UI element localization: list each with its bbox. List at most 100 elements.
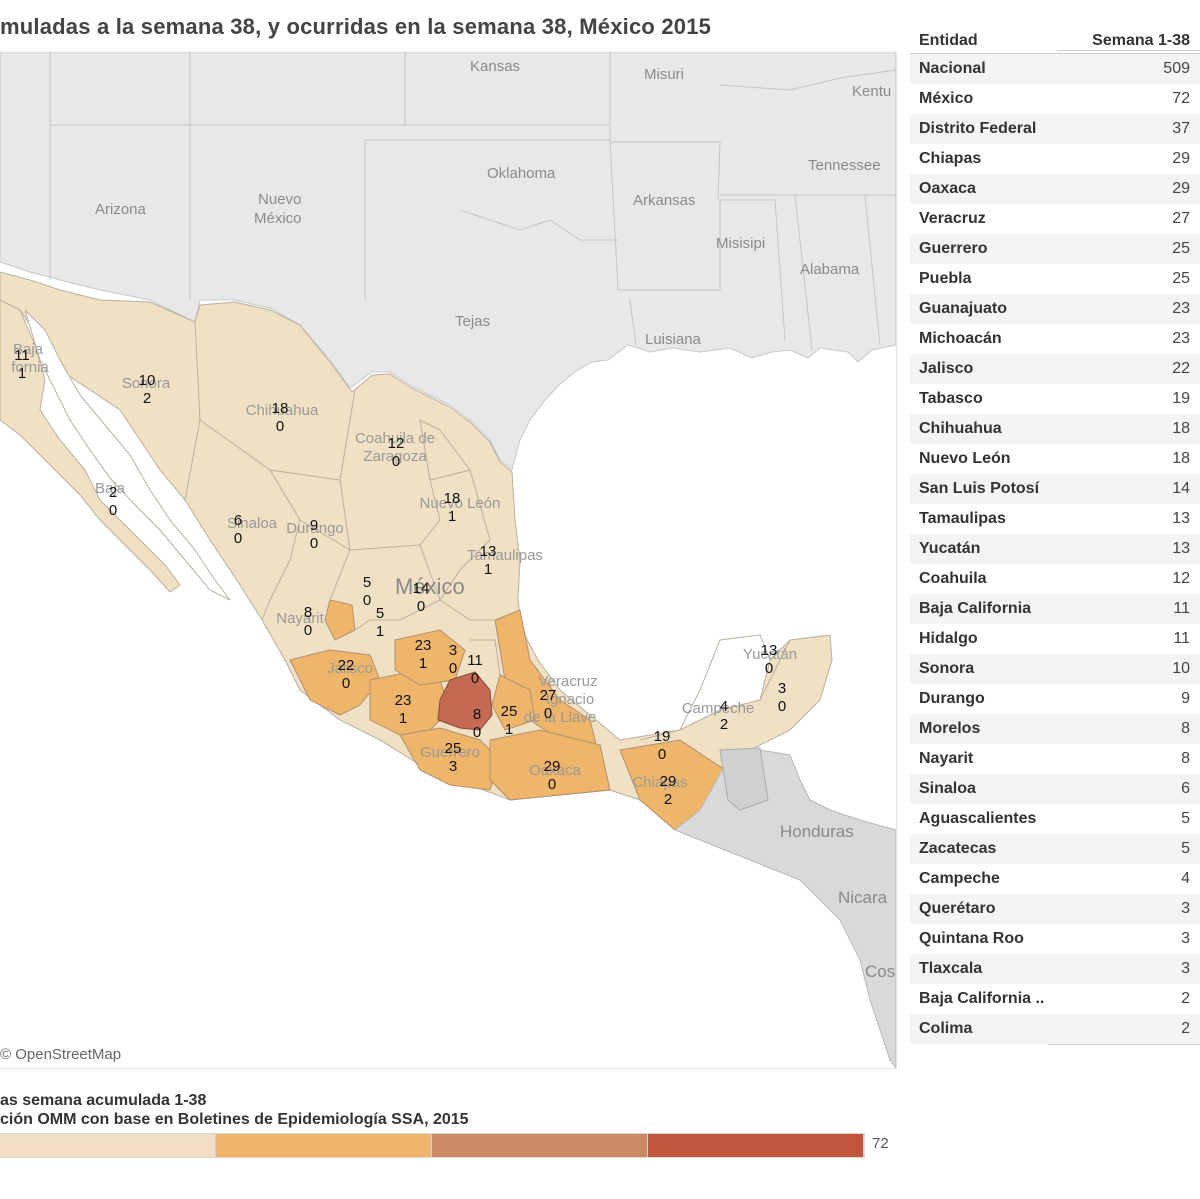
table-row[interactable]: Oaxaca 29 (910, 174, 1200, 204)
label-honduras: Honduras (780, 822, 854, 841)
table-row[interactable]: Yucatán 13 (910, 534, 1200, 564)
value-acc-queretaro: 3 (449, 642, 457, 659)
row-valor: 72 (1172, 90, 1190, 107)
state-label-campeche: Campeche (682, 700, 755, 717)
row-entidad: Distrito Federal (919, 120, 1037, 137)
table-row[interactable]: Morelos 8 (910, 714, 1200, 744)
label-tennessee: Tennessee (808, 157, 881, 174)
row-valor: 5 (1181, 810, 1190, 827)
table-row[interactable]: Tabasco 19 (910, 384, 1200, 414)
value-week-jalisco: 0 (342, 675, 350, 692)
state-label-guerrero: Guerrero (420, 744, 480, 761)
row-valor: 23 (1172, 330, 1190, 347)
legend-swatch-2 (216, 1134, 432, 1157)
row-entidad: Nayarit (919, 750, 974, 767)
table-row[interactable]: Chihuahua 18 (910, 414, 1200, 444)
table-row[interactable]: Zacatecas 5 (910, 834, 1200, 864)
table-row[interactable]: Nayarit 8 (910, 744, 1200, 774)
label-arizona: Arizona (95, 201, 147, 218)
table-row[interactable]: Coahuila 12 (910, 564, 1200, 594)
table-row[interactable]: Baja California 11 (910, 594, 1200, 624)
label-nicaragua: Nicara (838, 888, 888, 907)
value-week-mexico: 0 (473, 724, 481, 741)
value-week-oaxaca: 0 (548, 776, 556, 793)
row-entidad: Querétaro (919, 900, 996, 917)
row-entidad: Sinaloa (919, 780, 976, 797)
header-semana[interactable]: Semana 1-38 (1057, 32, 1200, 51)
table-row[interactable]: Hidalgo 11 (910, 624, 1200, 654)
value-acc-baja-california-sur: 2 (109, 484, 117, 501)
value-acc-tabasco: 19 (654, 728, 671, 745)
state-label-oaxaca: Oaxaca (529, 762, 581, 779)
state-label-sonora: Sonora (122, 375, 171, 392)
value-week-campeche: 2 (720, 716, 728, 733)
row-entidad: Coahuila (919, 570, 987, 587)
row-entidad: Tamaulipas (919, 510, 1006, 527)
belize (719, 747, 769, 811)
table-row[interactable]: México 72 (910, 84, 1200, 114)
row-entidad: Yucatán (919, 540, 981, 557)
value-week-san-luis-potosi: 0 (417, 598, 425, 615)
value-acc-yucatan: 13 (761, 642, 778, 659)
value-acc-oaxaca: 29 (544, 758, 561, 775)
row-entidad: Quintana Roo (919, 930, 1024, 947)
value-acc-san-luis-potosi: 14 (413, 580, 430, 597)
table-row[interactable]: Quintana Roo 3 (910, 924, 1200, 954)
state-label-chihuahua: Chihuahua (246, 402, 319, 419)
table-row[interactable]: San Luis Potosí 14 (910, 474, 1200, 504)
value-acc-nayarit: 8 (304, 604, 312, 621)
table-row[interactable]: Jalisco 22 (910, 354, 1200, 384)
value-week-chihuahua: 0 (276, 418, 284, 435)
row-entidad: Chiapas (919, 150, 982, 167)
row-valor: 19 (1172, 390, 1190, 407)
state-label-durango: Durango (286, 520, 344, 537)
value-acc-puebla: 25 (501, 703, 518, 720)
table-row[interactable]: Campeche 4 (910, 864, 1200, 894)
label-nuevo-mexico-1: Nuevo (258, 191, 301, 208)
value-week-aguascalientes: 1 (376, 623, 384, 640)
state-label-sinaloa: Sinaloa (227, 515, 278, 532)
label-misisipi: Misisipi (716, 235, 765, 252)
row-valor: 29 (1172, 180, 1190, 197)
table-row[interactable]: Tlaxcala 3 (910, 954, 1200, 984)
label-alabama: Alabama (800, 261, 860, 278)
label-misuri: Misuri (644, 66, 684, 83)
table-row[interactable]: Veracruz 27 (910, 204, 1200, 234)
table-row[interactable]: Puebla 25 (910, 264, 1200, 294)
table-row[interactable]: Baja California .. 2 (910, 984, 1200, 1014)
row-entidad: Colima (919, 1020, 973, 1037)
gulf-of-california (24, 309, 231, 601)
table-row[interactable]: Nacional 509 (910, 54, 1200, 84)
table-row[interactable]: Michoacán 23 (910, 324, 1200, 354)
table-row[interactable]: Chiapas 29 (910, 144, 1200, 174)
value-acc-guerrero: 25 (445, 740, 462, 757)
map-attribution[interactable]: © OpenStreetMap (0, 1046, 122, 1063)
choropleth-map[interactable]: Kansas Misuri Kentu Tennessee Oklahoma A… (0, 52, 897, 1069)
table-row[interactable]: Aguascalientes 5 (910, 804, 1200, 834)
value-week-durango: 0 (310, 535, 318, 552)
table-row[interactable]: Guanajuato 23 (910, 294, 1200, 324)
state-label-jalisco: Jalisco (327, 660, 373, 677)
header-entidad[interactable]: Entidad (919, 31, 978, 49)
row-valor: 23 (1172, 300, 1190, 317)
table-row[interactable]: Tamaulipas 13 (910, 504, 1200, 534)
table-row[interactable]: Sonora 10 (910, 654, 1200, 684)
value-acc-sonora: 10 (139, 372, 156, 389)
label-oklahoma: Oklahoma (487, 165, 556, 182)
row-valor: 3 (1181, 960, 1190, 977)
value-week-hidalgo: 0 (471, 670, 479, 687)
table-body: Nacional 509 México 72 Distrito Federal 37 Chi… (910, 54, 1200, 1044)
value-acc-sinaloa: 6 (234, 512, 242, 529)
label-tejas: Tejas (455, 313, 490, 330)
table-row[interactable]: Durango 9 (910, 684, 1200, 714)
table-row[interactable]: Distrito Federal 37 (910, 114, 1200, 144)
entity-table: Entidad Semana 1-38 Nacional 509 México 72 D… (910, 28, 1200, 1045)
row-entidad: Baja California (919, 600, 1032, 617)
table-row[interactable]: Querétaro 3 (910, 894, 1200, 924)
table-row[interactable]: Sinaloa 6 (910, 774, 1200, 804)
state-label-chiapas: Chiapas (632, 774, 687, 791)
table-row[interactable]: Guerrero 25 (910, 234, 1200, 264)
table-row[interactable]: Colima 2 (910, 1014, 1200, 1044)
table-row[interactable]: Nuevo León 18 (910, 444, 1200, 474)
